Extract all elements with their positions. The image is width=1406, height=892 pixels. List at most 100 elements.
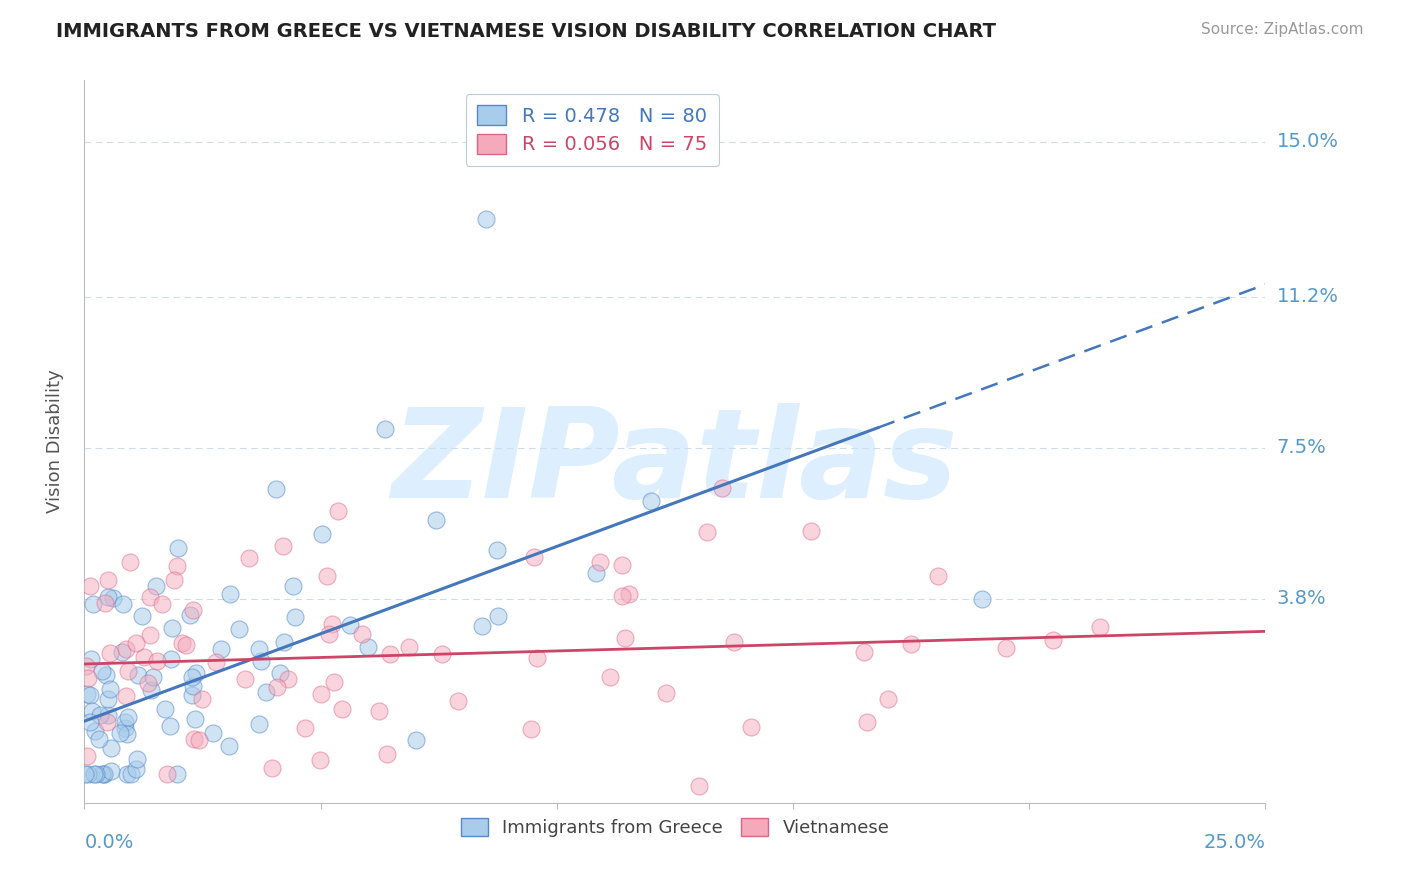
Point xyxy=(367,704,389,718)
Point xyxy=(856,714,879,729)
Point xyxy=(83,767,105,781)
Y-axis label: Vision Disability: Vision Disability xyxy=(45,369,63,514)
Point xyxy=(124,636,146,650)
Point xyxy=(163,574,186,588)
Point xyxy=(131,608,153,623)
Point xyxy=(339,617,361,632)
Point xyxy=(79,688,101,702)
Point xyxy=(447,694,470,708)
Point xyxy=(486,608,509,623)
Point xyxy=(405,732,427,747)
Point xyxy=(640,493,662,508)
Point xyxy=(1088,620,1111,634)
Point xyxy=(91,665,114,679)
Point xyxy=(471,618,494,632)
Point xyxy=(114,689,136,703)
Point xyxy=(523,550,546,565)
Point xyxy=(89,708,111,723)
Point xyxy=(330,702,353,716)
Point xyxy=(82,597,104,611)
Point xyxy=(97,692,120,706)
Point xyxy=(117,664,139,678)
Point xyxy=(610,589,633,603)
Point xyxy=(238,550,260,565)
Point xyxy=(970,591,993,606)
Text: 15.0%: 15.0% xyxy=(1277,132,1339,151)
Point xyxy=(281,579,304,593)
Point xyxy=(610,558,633,572)
Text: 0.0%: 0.0% xyxy=(84,833,134,853)
Point xyxy=(266,680,288,694)
Point xyxy=(94,596,117,610)
Point xyxy=(357,640,380,655)
Point xyxy=(184,712,207,726)
Point xyxy=(75,659,97,673)
Point xyxy=(800,524,823,538)
Point xyxy=(262,761,284,775)
Point xyxy=(100,741,122,756)
Point xyxy=(321,616,343,631)
Point xyxy=(84,724,107,739)
Point xyxy=(174,639,197,653)
Point xyxy=(146,654,169,668)
Point xyxy=(526,651,548,665)
Point xyxy=(112,597,135,611)
Point xyxy=(172,635,194,649)
Point xyxy=(352,627,374,641)
Point xyxy=(485,542,508,557)
Point xyxy=(316,569,339,583)
Point xyxy=(181,679,204,693)
Point xyxy=(876,692,898,706)
Text: Source: ZipAtlas.com: Source: ZipAtlas.com xyxy=(1201,22,1364,37)
Point xyxy=(76,748,98,763)
Point xyxy=(77,672,100,686)
Point xyxy=(711,482,734,496)
Point xyxy=(430,647,453,661)
Point xyxy=(160,652,183,666)
Point xyxy=(87,732,110,747)
Point xyxy=(284,609,307,624)
Point xyxy=(326,504,349,518)
Point xyxy=(228,623,250,637)
Point xyxy=(97,708,120,723)
Point xyxy=(117,727,139,741)
Point xyxy=(273,635,295,649)
Point xyxy=(100,764,122,778)
Point xyxy=(93,767,115,781)
Point xyxy=(141,683,163,698)
Point xyxy=(613,632,636,646)
Point xyxy=(218,739,240,753)
Point xyxy=(247,717,270,731)
Point xyxy=(740,720,762,734)
Point xyxy=(318,627,340,641)
Point xyxy=(927,569,949,583)
Point xyxy=(309,753,332,767)
Point xyxy=(86,767,108,781)
Point xyxy=(398,640,420,655)
Point xyxy=(166,767,188,781)
Point xyxy=(120,555,142,569)
Text: IMMIGRANTS FROM GREECE VS VIETNAMESE VISION DISABILITY CORRELATION CHART: IMMIGRANTS FROM GREECE VS VIETNAMESE VIS… xyxy=(56,22,997,41)
Point xyxy=(900,637,922,651)
Point xyxy=(127,668,149,682)
Point xyxy=(271,539,294,553)
Point xyxy=(181,688,204,702)
Text: 25.0%: 25.0% xyxy=(1204,833,1265,853)
Point xyxy=(181,670,204,684)
Point xyxy=(247,642,270,657)
Point xyxy=(108,726,131,740)
Point xyxy=(97,591,120,605)
Point xyxy=(166,558,188,573)
Point xyxy=(254,685,277,699)
Point xyxy=(120,767,142,781)
Point xyxy=(139,590,162,604)
Point xyxy=(115,767,138,781)
Point xyxy=(619,586,641,600)
Point xyxy=(294,722,316,736)
Point xyxy=(179,607,201,622)
Point xyxy=(378,647,401,661)
Point xyxy=(96,715,118,730)
Point xyxy=(201,725,224,739)
Point xyxy=(114,721,136,735)
Point xyxy=(723,635,745,649)
